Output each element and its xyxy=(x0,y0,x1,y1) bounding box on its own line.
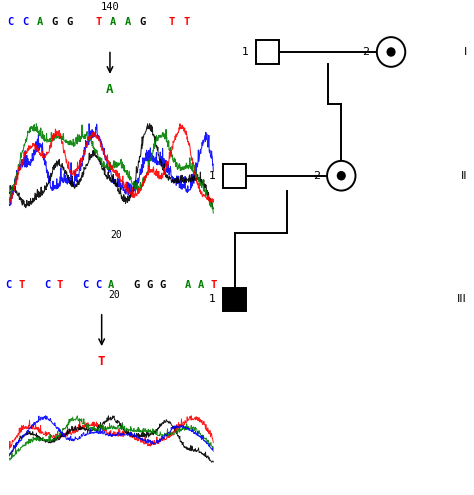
Text: A: A xyxy=(36,17,43,27)
Circle shape xyxy=(337,171,346,181)
Circle shape xyxy=(386,47,396,57)
Text: 20: 20 xyxy=(110,230,122,240)
Text: II: II xyxy=(460,171,467,181)
Text: 20: 20 xyxy=(109,290,120,299)
Text: G: G xyxy=(134,280,140,290)
Circle shape xyxy=(327,161,356,191)
Text: G: G xyxy=(66,17,72,27)
Text: C: C xyxy=(44,280,50,290)
Text: G: G xyxy=(51,17,57,27)
Text: G: G xyxy=(159,280,165,290)
Text: I: I xyxy=(464,47,467,57)
Text: 2: 2 xyxy=(363,47,370,57)
Text: G: G xyxy=(139,17,146,27)
Text: 1: 1 xyxy=(209,295,216,304)
Text: 1: 1 xyxy=(242,47,249,57)
Text: A: A xyxy=(185,280,191,290)
Bar xyxy=(223,288,246,311)
Text: G: G xyxy=(146,280,153,290)
Text: T: T xyxy=(210,280,217,290)
Text: 2: 2 xyxy=(313,171,320,181)
Text: 1: 1 xyxy=(209,171,216,181)
Text: C: C xyxy=(82,280,89,290)
Text: 140: 140 xyxy=(100,2,119,12)
Text: A: A xyxy=(125,17,131,27)
Text: A: A xyxy=(108,280,114,290)
Text: T: T xyxy=(57,280,63,290)
Text: C: C xyxy=(22,17,28,27)
Text: T: T xyxy=(98,355,105,368)
Text: A: A xyxy=(198,280,204,290)
Text: T: T xyxy=(95,17,101,27)
Text: A: A xyxy=(110,17,116,27)
Text: A: A xyxy=(106,83,114,96)
Text: C: C xyxy=(6,280,12,290)
Bar xyxy=(256,40,279,64)
Text: C: C xyxy=(95,280,101,290)
Text: T: T xyxy=(169,17,175,27)
Text: T: T xyxy=(183,17,190,27)
Circle shape xyxy=(377,37,405,67)
Text: C: C xyxy=(7,17,13,27)
Text: T: T xyxy=(18,280,25,290)
Bar xyxy=(223,164,246,188)
Text: III: III xyxy=(457,295,467,304)
